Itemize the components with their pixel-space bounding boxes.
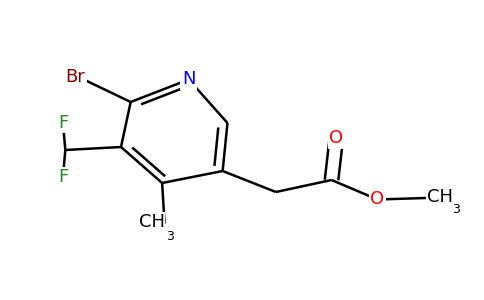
Text: O: O [370,190,385,208]
Text: F: F [58,168,68,186]
Text: N: N [182,70,196,88]
Text: CH: CH [138,213,165,231]
Text: F: F [58,114,68,132]
Text: 3: 3 [166,230,174,242]
Text: O: O [329,129,344,147]
Text: Br: Br [65,68,85,85]
Text: CH: CH [427,188,454,206]
Text: 3: 3 [453,203,460,216]
